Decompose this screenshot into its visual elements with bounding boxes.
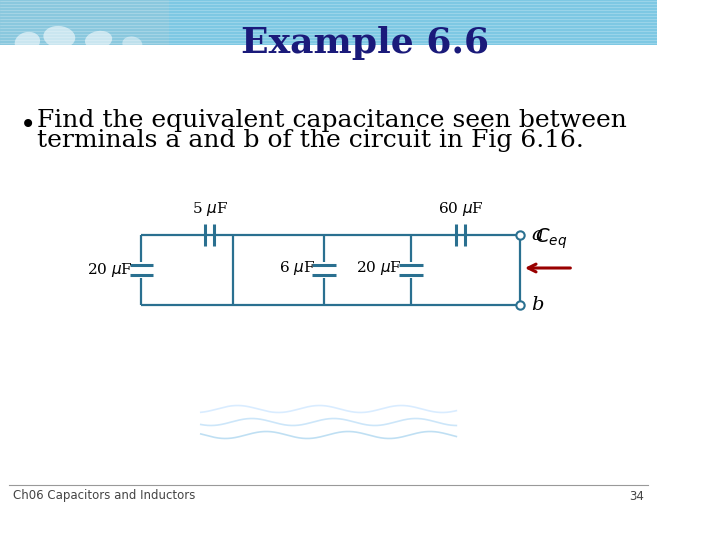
FancyBboxPatch shape <box>0 0 169 85</box>
Text: Find the equivalent capacitance seen between: Find the equivalent capacitance seen bet… <box>37 109 626 132</box>
Text: 34: 34 <box>629 489 644 503</box>
Ellipse shape <box>122 36 143 52</box>
Text: 6 $\mu$F: 6 $\mu$F <box>279 259 315 277</box>
Ellipse shape <box>14 32 40 52</box>
Ellipse shape <box>43 26 76 48</box>
FancyBboxPatch shape <box>0 0 657 85</box>
Text: Example 6.6: Example 6.6 <box>241 26 489 60</box>
Text: 60 $\mu$F: 60 $\mu$F <box>438 200 484 218</box>
FancyBboxPatch shape <box>50 85 155 95</box>
Text: •: • <box>20 111 36 139</box>
Ellipse shape <box>68 47 86 59</box>
FancyBboxPatch shape <box>0 45 657 490</box>
FancyBboxPatch shape <box>0 85 657 95</box>
Text: $C_{eq}$: $C_{eq}$ <box>535 226 567 251</box>
Text: terminals a and b of the circuit in Fig 6.16.: terminals a and b of the circuit in Fig … <box>37 129 583 152</box>
Text: 20 $\mu$F: 20 $\mu$F <box>86 261 132 279</box>
Text: Ch06 Capacitors and Inductors: Ch06 Capacitors and Inductors <box>13 489 195 503</box>
FancyBboxPatch shape <box>0 85 50 95</box>
Text: b: b <box>531 296 544 314</box>
Text: 20 $\mu$F: 20 $\mu$F <box>356 259 402 277</box>
Text: 5 $\mu$F: 5 $\mu$F <box>192 200 228 218</box>
Ellipse shape <box>85 31 112 49</box>
Text: a: a <box>531 226 543 244</box>
